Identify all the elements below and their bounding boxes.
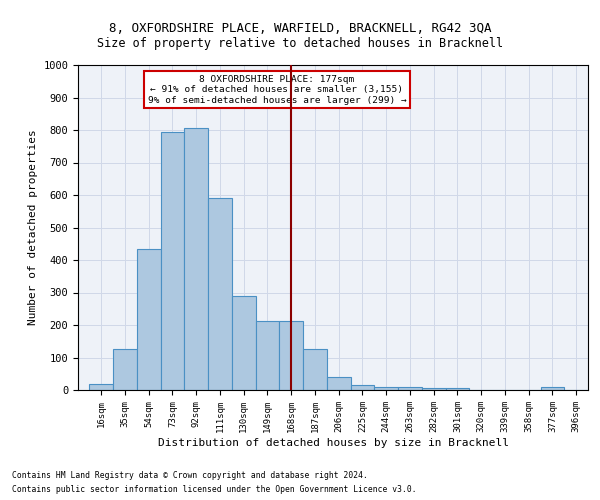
Bar — [374, 387, 398, 390]
Text: Contains public sector information licensed under the Open Government Licence v3: Contains public sector information licen… — [12, 486, 416, 494]
Bar — [184, 128, 208, 390]
Text: 8 OXFORDSHIRE PLACE: 177sqm
← 91% of detached houses are smaller (3,155)
9% of s: 8 OXFORDSHIRE PLACE: 177sqm ← 91% of det… — [148, 74, 406, 104]
Bar — [89, 384, 113, 390]
Y-axis label: Number of detached properties: Number of detached properties — [28, 130, 38, 326]
Bar — [541, 388, 564, 390]
Bar — [113, 350, 137, 390]
Bar — [137, 248, 161, 390]
Bar — [232, 296, 256, 390]
Bar — [422, 388, 445, 390]
Bar — [256, 321, 279, 390]
Bar — [445, 388, 469, 390]
Bar — [303, 350, 327, 390]
Text: Contains HM Land Registry data © Crown copyright and database right 2024.: Contains HM Land Registry data © Crown c… — [12, 470, 368, 480]
Bar — [327, 377, 350, 390]
Text: 8, OXFORDSHIRE PLACE, WARFIELD, BRACKNELL, RG42 3QA: 8, OXFORDSHIRE PLACE, WARFIELD, BRACKNEL… — [109, 22, 491, 36]
Text: Size of property relative to detached houses in Bracknell: Size of property relative to detached ho… — [97, 38, 503, 51]
Bar — [161, 132, 184, 390]
Bar — [279, 321, 303, 390]
Bar — [350, 385, 374, 390]
Bar — [208, 198, 232, 390]
X-axis label: Distribution of detached houses by size in Bracknell: Distribution of detached houses by size … — [157, 438, 509, 448]
Bar — [398, 388, 422, 390]
